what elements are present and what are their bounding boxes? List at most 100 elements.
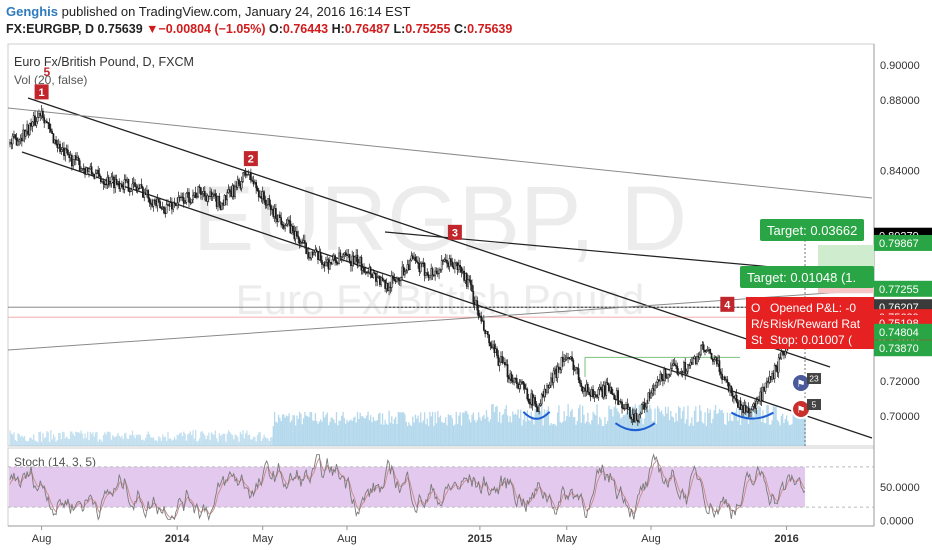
price-axis[interactable]: 0.900000.880000.840000.720000.700000.802… xyxy=(874,60,932,528)
volume-bar xyxy=(134,438,136,446)
candle-body xyxy=(646,403,648,408)
candle-body xyxy=(621,401,623,409)
candle-body xyxy=(468,279,471,281)
volume-bar xyxy=(58,432,60,446)
candle-body xyxy=(548,384,551,389)
candle-body xyxy=(556,366,559,379)
volume-bar xyxy=(180,432,182,446)
candle-body xyxy=(389,286,392,289)
volume-bar xyxy=(684,423,686,446)
volume-bar xyxy=(304,411,306,446)
volume-bar xyxy=(331,418,334,446)
volume-bar xyxy=(73,436,76,446)
candle-body xyxy=(251,179,254,182)
volume-bar xyxy=(681,411,684,446)
volume-bar xyxy=(335,412,338,446)
volume-bar xyxy=(642,424,644,446)
candle-body xyxy=(638,414,641,423)
volume-bar xyxy=(774,406,776,446)
volume-bar xyxy=(558,405,560,446)
volume-bar xyxy=(516,414,518,446)
volume-bar xyxy=(337,425,339,446)
author-name[interactable]: Genghis xyxy=(6,4,59,19)
candle-body xyxy=(167,204,169,206)
volume-bar xyxy=(200,431,202,446)
volume-bar xyxy=(210,432,213,446)
volume-bar xyxy=(562,421,564,446)
candle-body xyxy=(604,385,606,396)
candle-body xyxy=(561,357,564,362)
volume-bar xyxy=(100,439,102,446)
volume-bar xyxy=(110,439,113,446)
candle-body xyxy=(185,193,188,203)
candle-body xyxy=(696,356,698,364)
position-tool[interactable]: Target: 0.03662 Target: 0.01048 (1. O Opene… xyxy=(740,219,874,349)
volume-bar xyxy=(113,436,115,446)
volume-bar xyxy=(434,412,436,446)
volume-bar xyxy=(80,430,82,446)
volume-bar xyxy=(150,437,152,446)
volume-bar xyxy=(169,438,172,446)
candle-body xyxy=(768,376,771,383)
candle-body xyxy=(467,279,469,287)
candle-body xyxy=(681,371,684,373)
candle-body xyxy=(354,256,356,264)
candle-body xyxy=(276,218,279,222)
candle-body xyxy=(372,272,375,278)
candle-body xyxy=(106,176,109,186)
volume-bar xyxy=(420,412,422,446)
volume-bar xyxy=(197,440,199,446)
volume-bar xyxy=(389,422,392,446)
candle-body xyxy=(605,382,608,396)
candle-body xyxy=(188,192,190,203)
price-label-text: 0.73870 xyxy=(879,343,919,355)
volume-bar xyxy=(144,437,147,446)
volume-bar xyxy=(52,434,55,446)
candle-body xyxy=(660,373,663,380)
volume-bar xyxy=(56,439,59,446)
volume-bar xyxy=(639,404,642,446)
volume-bar xyxy=(578,408,580,446)
candle-body xyxy=(588,391,590,396)
event-icons[interactable]: ⚑23⚑5 xyxy=(791,373,821,419)
volume-bar xyxy=(438,417,440,446)
volume-bar xyxy=(300,413,302,446)
candle-body xyxy=(730,385,733,393)
candle-body xyxy=(471,284,473,292)
candle-body xyxy=(143,192,146,198)
volume-bar xyxy=(726,412,729,446)
candle-body xyxy=(352,255,355,264)
candle-body xyxy=(775,365,777,367)
candle-body xyxy=(719,371,722,375)
time-axis[interactable]: Aug 2014 May Aug 2015 May Aug 2016 xyxy=(32,526,799,545)
ticker-low: 0.75255 xyxy=(405,22,451,36)
candle-body xyxy=(53,139,56,144)
candle-body xyxy=(206,195,209,202)
volume-bar xyxy=(591,420,593,446)
candle-body xyxy=(534,397,537,405)
candle-body xyxy=(263,191,265,201)
volume-bar xyxy=(470,422,472,446)
volume-bar xyxy=(724,423,726,446)
volume-bar xyxy=(728,421,730,446)
event-count: 5 xyxy=(812,400,817,410)
candle-body xyxy=(109,183,111,186)
candle-body xyxy=(201,193,204,195)
volume-bar xyxy=(554,424,556,446)
volume-bar xyxy=(270,437,272,446)
candle-body xyxy=(261,191,264,199)
volume-bar xyxy=(156,441,159,446)
volume-bar xyxy=(418,422,421,446)
volume-bar xyxy=(463,412,465,446)
candle-body xyxy=(435,270,438,274)
candle-body xyxy=(765,381,768,384)
candle-body xyxy=(101,181,103,183)
candle-body xyxy=(231,185,234,197)
candle-body xyxy=(451,261,454,267)
candle-body xyxy=(580,383,583,388)
volume-bar xyxy=(314,413,317,446)
candle-body xyxy=(73,155,76,160)
candle-body xyxy=(419,263,422,272)
volume-bar xyxy=(339,420,342,446)
